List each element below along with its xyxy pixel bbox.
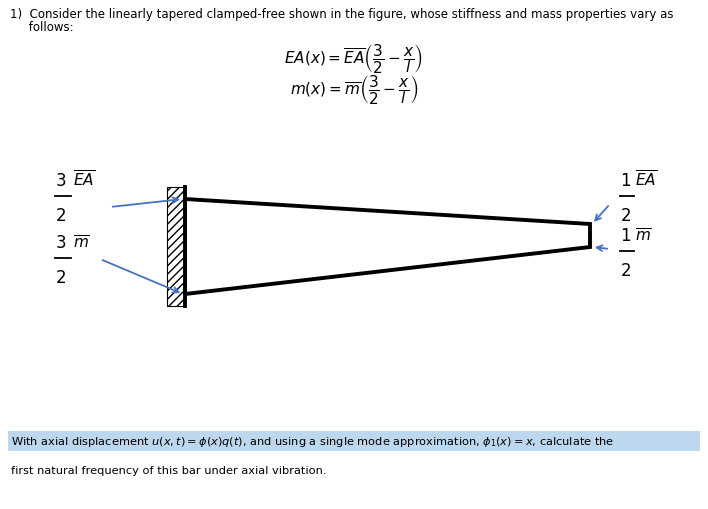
Text: 1)  Consider the linearly tapered clamped-free shown in the figure, whose stiffn: 1) Consider the linearly tapered clamped… (10, 8, 673, 21)
Text: $\overline{EA}$: $\overline{EA}$ (635, 169, 657, 190)
Text: $\overline{m}$: $\overline{m}$ (635, 228, 652, 244)
Text: $EA(x) = \overline{EA}\left(\dfrac{3}{2} - \dfrac{x}{l}\right)$: $EA(x) = \overline{EA}\left(\dfrac{3}{2}… (285, 42, 423, 75)
Bar (167, 188, 185, 306)
Text: follows:: follows: (10, 21, 74, 34)
Text: $2$: $2$ (55, 208, 66, 224)
Text: $3$: $3$ (55, 173, 67, 190)
Text: $m(x) = \overline{m}\left(\dfrac{3}{2} - \dfrac{x}{l}\right)$: $m(x) = \overline{m}\left(\dfrac{3}{2} -… (290, 73, 418, 106)
Text: $2$: $2$ (620, 208, 631, 224)
Text: With axial displacement $u(x, t) = \phi(x)q(t)$, and using a single mode approxi: With axial displacement $u(x, t) = \phi(… (11, 434, 615, 448)
Text: first natural frequency of this bar under axial vibration.: first natural frequency of this bar unde… (11, 465, 326, 475)
Text: $2$: $2$ (55, 269, 66, 287)
Text: $1$: $1$ (620, 173, 631, 190)
Text: $\overline{EA}$: $\overline{EA}$ (73, 169, 95, 190)
Bar (167, 188, 185, 306)
Polygon shape (185, 200, 590, 294)
Text: $2$: $2$ (620, 263, 631, 279)
Text: $\overline{m}$: $\overline{m}$ (73, 235, 90, 251)
Text: $1$: $1$ (620, 228, 631, 244)
Bar (8, 431, 700, 451)
Text: $3$: $3$ (55, 235, 67, 251)
